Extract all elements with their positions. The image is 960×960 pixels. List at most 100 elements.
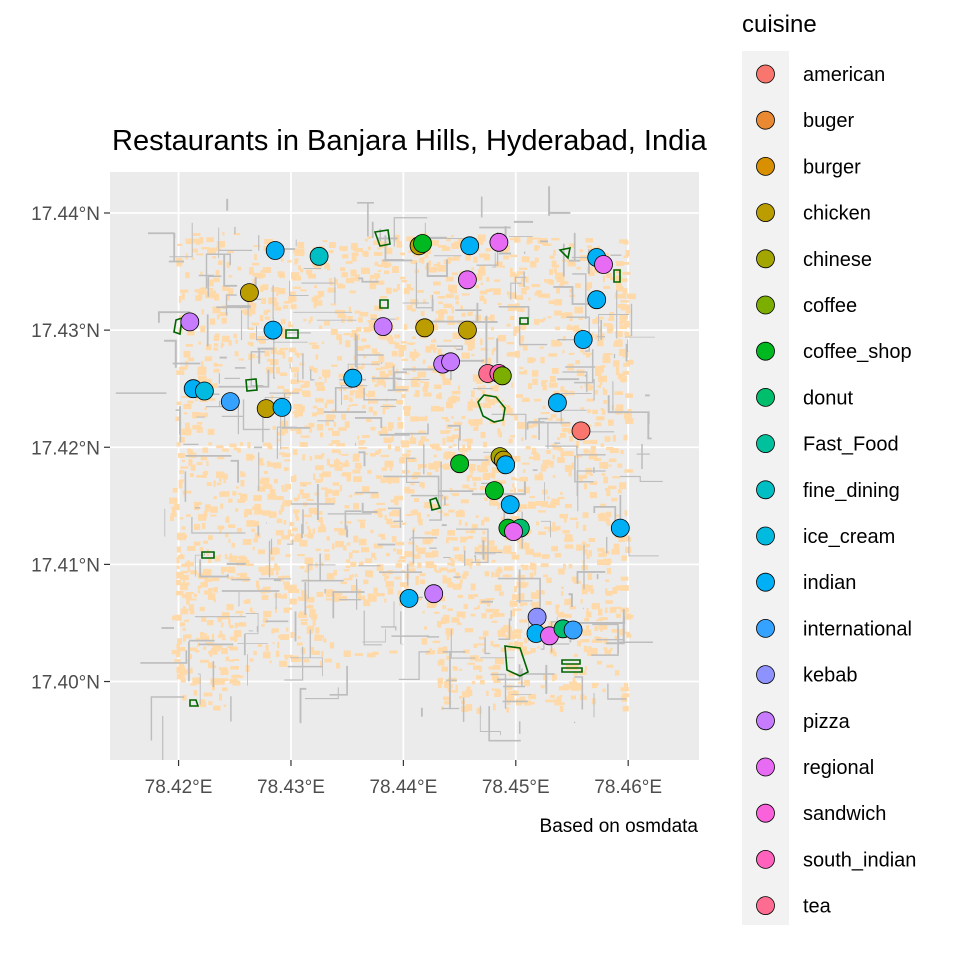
building-footprint bbox=[617, 631, 624, 636]
building-footprint bbox=[178, 453, 185, 458]
building-footprint bbox=[267, 493, 277, 500]
building-footprint bbox=[183, 492, 186, 496]
building-footprint bbox=[408, 541, 415, 545]
street-line bbox=[361, 502, 378, 513]
street-line bbox=[614, 411, 650, 424]
building-footprint bbox=[311, 614, 317, 620]
building-footprint bbox=[198, 375, 207, 382]
building-footprint bbox=[326, 414, 335, 421]
building-footprint bbox=[612, 587, 618, 594]
building-footprint bbox=[431, 443, 440, 450]
building-footprint bbox=[468, 336, 475, 343]
building-footprint bbox=[513, 641, 523, 649]
building-footprint bbox=[622, 370, 629, 375]
building-footprint bbox=[596, 416, 605, 421]
building-footprint bbox=[294, 410, 303, 417]
building-footprint bbox=[225, 293, 230, 301]
building-footprint bbox=[228, 618, 231, 625]
street-line bbox=[218, 369, 270, 388]
building-footprint bbox=[189, 428, 192, 434]
building-footprint bbox=[605, 607, 608, 614]
park-polygon bbox=[173, 316, 183, 336]
building-footprint bbox=[504, 245, 510, 252]
building-footprint bbox=[430, 344, 436, 350]
building-footprint bbox=[313, 367, 318, 373]
building-footprint bbox=[363, 599, 371, 607]
building-footprint bbox=[524, 700, 531, 706]
building-footprint bbox=[326, 572, 335, 580]
building-footprint bbox=[582, 524, 587, 531]
building-footprint bbox=[304, 557, 313, 564]
building-footprint bbox=[576, 369, 585, 377]
building-footprint bbox=[213, 343, 219, 347]
legend-key-burger bbox=[756, 156, 775, 176]
building-footprint bbox=[425, 415, 428, 422]
building-footprint bbox=[417, 562, 422, 569]
building-footprint bbox=[602, 409, 606, 415]
building-footprint bbox=[194, 501, 203, 505]
building-footprint bbox=[199, 576, 209, 580]
building-footprint bbox=[350, 269, 357, 277]
building-footprint bbox=[566, 326, 575, 331]
building-footprint bbox=[401, 358, 409, 361]
building-footprint bbox=[320, 432, 323, 438]
building-footprint bbox=[339, 381, 343, 386]
street-line bbox=[647, 412, 652, 440]
building-footprint bbox=[570, 517, 578, 520]
street-line bbox=[436, 345, 464, 351]
building-footprint bbox=[220, 342, 223, 348]
building-footprint bbox=[617, 304, 621, 309]
street-line bbox=[429, 461, 442, 521]
building-footprint bbox=[229, 624, 234, 629]
building-footprint bbox=[235, 508, 239, 512]
building-footprint bbox=[477, 605, 480, 610]
building-footprint bbox=[623, 362, 630, 367]
building-footprint bbox=[385, 248, 390, 255]
building-footprint bbox=[224, 532, 229, 538]
building-footprint bbox=[508, 438, 513, 444]
building-footprint bbox=[309, 608, 316, 614]
building-footprint bbox=[233, 333, 237, 339]
building-footprint bbox=[345, 261, 353, 264]
building-footprint bbox=[288, 321, 291, 327]
building-footprint bbox=[439, 567, 448, 571]
building-footprint bbox=[343, 333, 351, 336]
building-footprint bbox=[211, 684, 215, 691]
building-footprint bbox=[516, 509, 522, 512]
building-footprint bbox=[395, 563, 402, 568]
building-footprint bbox=[443, 310, 448, 314]
building-footprint bbox=[387, 422, 394, 429]
building-footprint bbox=[320, 487, 328, 490]
building-footprint bbox=[412, 336, 416, 339]
street-line bbox=[150, 696, 185, 741]
building-footprint bbox=[453, 547, 459, 551]
building-footprint bbox=[422, 386, 428, 393]
building-footprint bbox=[461, 352, 470, 359]
building-footprint bbox=[228, 275, 233, 278]
building-footprint bbox=[615, 585, 623, 591]
building-footprint bbox=[498, 431, 502, 438]
building-footprint bbox=[497, 613, 505, 617]
building-footprint bbox=[513, 487, 516, 494]
building-footprint bbox=[559, 706, 564, 713]
building-footprint bbox=[451, 235, 454, 238]
building-footprint bbox=[251, 528, 256, 532]
building-footprint bbox=[284, 654, 293, 658]
building-footprint bbox=[358, 447, 367, 450]
building-footprint bbox=[570, 695, 576, 700]
building-footprint bbox=[290, 379, 299, 384]
building-footprint bbox=[196, 474, 204, 478]
building-footprint bbox=[177, 243, 183, 246]
building-footprint bbox=[507, 691, 514, 698]
building-footprint bbox=[563, 312, 573, 318]
building-footprint bbox=[485, 288, 492, 292]
building-footprint bbox=[208, 665, 217, 669]
building-footprint bbox=[218, 554, 222, 558]
building-footprint bbox=[289, 521, 295, 527]
street-line bbox=[394, 423, 429, 435]
building-footprint bbox=[291, 390, 300, 394]
building-footprint bbox=[314, 634, 320, 639]
building-footprint bbox=[441, 666, 448, 672]
building-footprint bbox=[406, 305, 413, 311]
building-footprint bbox=[187, 598, 197, 601]
